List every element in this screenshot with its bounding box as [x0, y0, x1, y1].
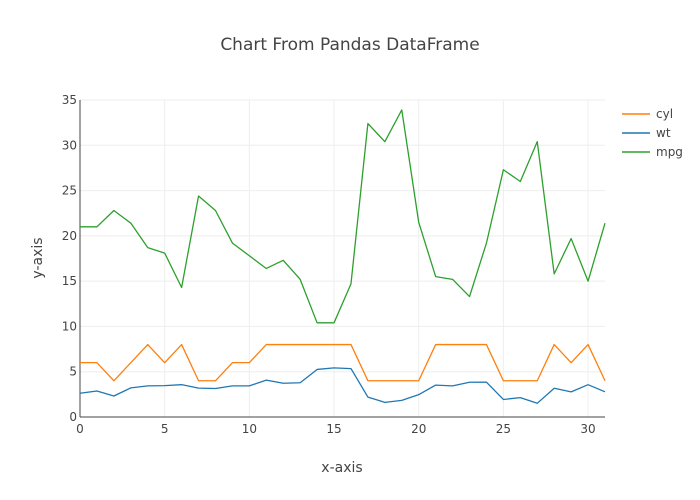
- x-tick-label: 30: [580, 422, 595, 436]
- grid-lines: [80, 99, 605, 417]
- x-tick-label: 25: [496, 422, 511, 436]
- legend-item-mpg[interactable]: mpg: [622, 145, 683, 159]
- legend[interactable]: cyl wt mpg: [622, 107, 683, 159]
- series-line-cyl: [80, 343, 606, 382]
- series-line-mpg: [80, 109, 606, 324]
- x-tick-label: 15: [326, 422, 341, 436]
- axes: [79, 100, 605, 418]
- y-tick-label: 35: [62, 93, 77, 107]
- y-tick-label: 20: [62, 229, 77, 243]
- legend-label: mpg: [656, 145, 683, 159]
- series-lines: [79, 109, 606, 404]
- x-tick-label: 5: [161, 422, 169, 436]
- tick-labels: 0 5 10 15 20 25 30 35 0 5 10 15 20 25 30: [62, 93, 596, 436]
- x-tick-label: 0: [76, 422, 84, 436]
- x-tick-label: 20: [411, 422, 426, 436]
- series-line-wt: [79, 367, 606, 404]
- y-tick-label: 0: [69, 410, 77, 424]
- x-axis-title: x-axis: [321, 460, 362, 476]
- y-axis-title: y-axis: [30, 237, 46, 278]
- x-tick-label: 10: [242, 422, 257, 436]
- legend-item-cyl[interactable]: cyl: [622, 107, 673, 121]
- legend-label: cyl: [656, 107, 673, 121]
- y-tick-label: 30: [62, 138, 77, 152]
- y-tick-label: 5: [69, 365, 77, 379]
- legend-item-wt[interactable]: wt: [622, 126, 671, 140]
- legend-label: wt: [656, 126, 671, 140]
- y-tick-label: 25: [62, 184, 77, 198]
- y-tick-label: 10: [62, 319, 77, 333]
- chart-title: Chart From Pandas DataFrame: [220, 35, 479, 55]
- y-tick-label: 15: [62, 274, 77, 288]
